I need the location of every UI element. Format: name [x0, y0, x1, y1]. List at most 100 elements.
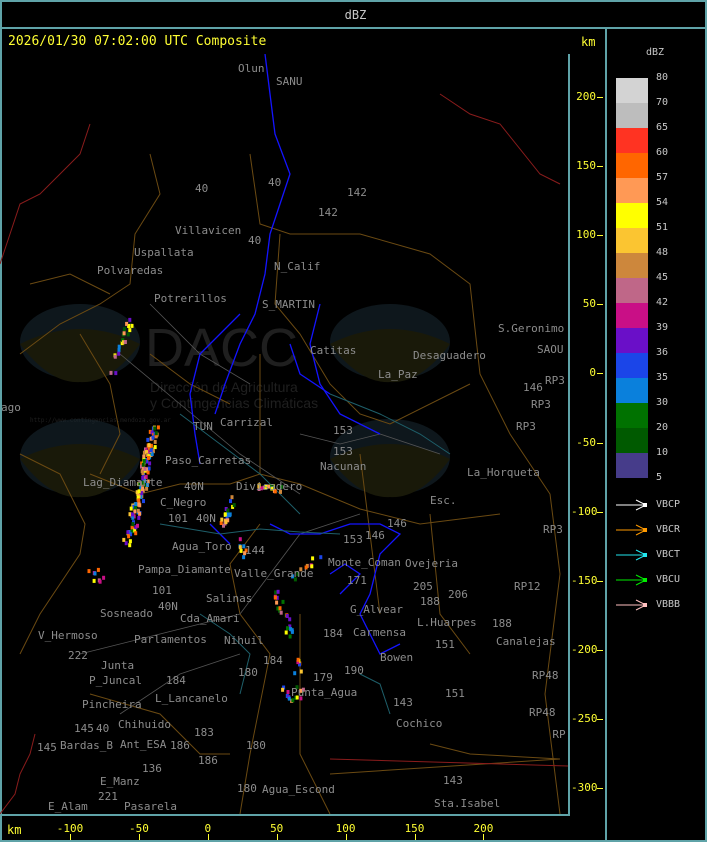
boundary-line: [429, 743, 561, 760]
place-label: Uspallata: [134, 246, 194, 259]
echo-cell: [243, 551, 247, 556]
river-line: [199, 613, 251, 695]
echo-cell: [146, 470, 150, 475]
radar-arrow-icon: [616, 524, 648, 536]
echo-cell: [224, 520, 228, 525]
radar-arrow-icon: [616, 574, 648, 586]
watermark-logo-text: DACC: [145, 318, 298, 378]
echo-cell: [96, 567, 100, 572]
echo-cell: [92, 578, 96, 583]
echo-cell: [87, 569, 91, 574]
x-tick-mark: [70, 834, 71, 840]
y-tick-label: 150: [576, 159, 596, 173]
y-tick-label: 0: [589, 366, 596, 380]
place-label: Bowen: [380, 651, 413, 664]
echo-cell: [133, 528, 137, 533]
echo-cell: [273, 595, 277, 600]
legend-label: 48: [656, 247, 669, 258]
y-tick-mark: [597, 97, 603, 98]
boundary-line: [19, 453, 86, 655]
place-label: N_Calif: [274, 260, 320, 273]
place-label: RP3: [531, 398, 551, 411]
echo-cell: [98, 579, 102, 584]
place-label: Carrizal: [220, 416, 273, 429]
echo-cell: [299, 688, 303, 693]
place-label: 188: [492, 617, 512, 630]
legend-swatch: [616, 178, 648, 203]
place-label: Paso_Carretas: [165, 454, 251, 467]
echo-cell: [244, 548, 248, 553]
legend-label: 5: [656, 472, 663, 483]
place-label: Potrerillos: [154, 292, 227, 305]
place-label: Ant_ESA: [120, 738, 167, 751]
echo-cell: [287, 696, 291, 701]
echo-cell: [136, 523, 139, 528]
river-line: [179, 413, 301, 515]
echo-cell: [117, 351, 121, 356]
place-label: 101: [152, 584, 172, 597]
place-label: RP48: [529, 706, 556, 719]
echo-cell: [284, 630, 288, 635]
echo-cell: [137, 498, 141, 503]
echo-cell: [122, 327, 126, 332]
echo-cell: [156, 425, 160, 430]
place-label: 188: [420, 595, 440, 608]
legend-label: 51: [656, 222, 669, 233]
place-label: Valle_Grande: [234, 567, 313, 580]
echo-cell: [301, 687, 305, 692]
place-label: Junta: [101, 659, 134, 672]
legend-swatch: [616, 203, 648, 228]
echo-cell: [131, 512, 134, 517]
echo-cell: [232, 503, 236, 508]
y-tick-mark: [597, 718, 603, 720]
place-label: 171: [347, 574, 367, 587]
place-label: 205: [413, 580, 433, 593]
echo-cell: [142, 499, 145, 504]
echo-cell: [279, 484, 283, 489]
echo-cell: [150, 452, 154, 457]
echo-cell: [278, 608, 281, 613]
boundary-line: [89, 693, 230, 755]
echo-cell: [275, 595, 279, 600]
legend-label: 80: [656, 72, 669, 83]
place-label: 206: [448, 588, 468, 601]
echo-cell: [128, 328, 132, 333]
river-line: [189, 313, 241, 465]
place-label: Salinas: [206, 592, 252, 605]
legend-swatch: [616, 328, 648, 353]
place-label: Carmensa: [353, 626, 406, 639]
echo-cell: [285, 614, 289, 618]
place-label: Pampa_Diamante: [138, 563, 231, 576]
legend-panel: [605, 27, 707, 842]
place-label: 153: [343, 533, 363, 546]
boundary-line: [79, 333, 121, 475]
y-tick-label: -250: [571, 711, 598, 725]
place-label: Cochico: [396, 717, 442, 730]
echo-cell: [146, 483, 149, 487]
echo-cell: [102, 575, 106, 580]
place-label: Agua_Escond: [262, 783, 335, 796]
echo-cell: [310, 564, 314, 569]
legend-swatch: [616, 403, 648, 428]
boundary-line: [229, 523, 271, 814]
x-tick-label: 50: [270, 822, 284, 835]
river-line: [269, 523, 402, 655]
boundary-line: [329, 758, 561, 775]
place-label: 146: [387, 517, 407, 530]
legend-swatch: [616, 453, 648, 478]
place-label: La_Horqueta: [467, 466, 540, 479]
radar-map[interactable]: DACC Dirección de Agricultura y Contingenc…: [0, 54, 570, 816]
place-label: Sta.Isabel: [434, 797, 500, 810]
place-label: 179: [313, 671, 333, 684]
echo-cell: [122, 331, 126, 336]
rivers: [159, 54, 451, 715]
echo-cell: [128, 539, 132, 544]
echo-cell: [143, 483, 147, 488]
border-line: [439, 93, 561, 185]
place-label: 153: [333, 424, 353, 437]
echo-cell: [276, 606, 280, 611]
echo-cell: [117, 344, 121, 349]
echo-cell: [138, 511, 142, 516]
